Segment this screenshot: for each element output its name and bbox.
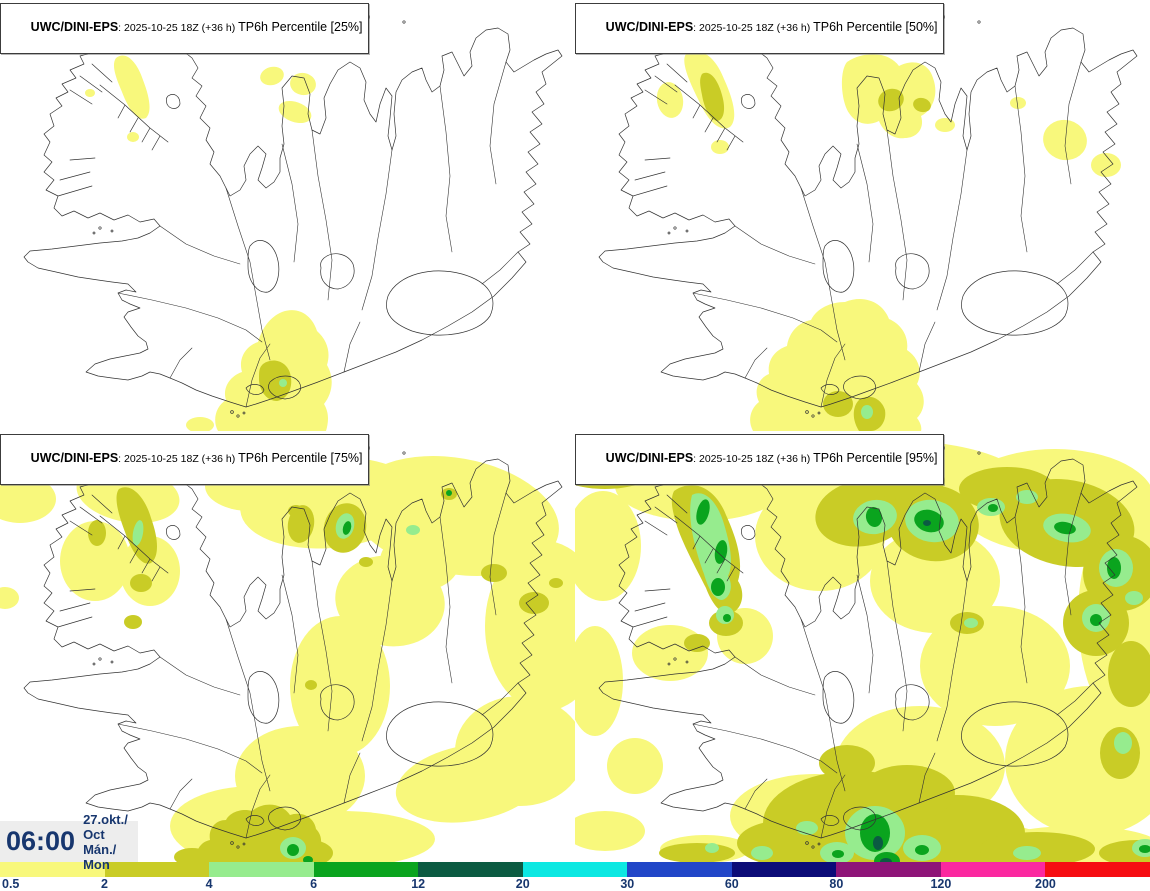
model-name: UWC/DINI-EPS (605, 20, 694, 34)
colorbar-tick-label: 200 (1035, 877, 1056, 891)
colorbar-segment (731, 862, 837, 877)
colorbar-segment (940, 862, 1046, 877)
model-name: UWC/DINI-EPS (30, 20, 119, 34)
colorbar-tick-label: 6 (310, 877, 318, 891)
valid-time-box: 06:00 27.okt./ Oct Mán./ Mon (0, 812, 138, 872)
colorbar-segment (1045, 862, 1150, 877)
colorbar-tick-label: 60 (724, 877, 739, 891)
colorbar-segment (836, 862, 941, 877)
colorbar-segment (104, 862, 210, 877)
colorbar-tick-label: 80 (829, 877, 844, 891)
param-title: TP6h Percentile [50%] (813, 20, 938, 34)
colorbar-segment (0, 862, 105, 877)
colorbar-segment (313, 862, 419, 877)
param-title: TP6h Percentile [25%] (238, 20, 363, 34)
colorbar-tick-label: 4 (205, 877, 213, 891)
panel-title-box: UWC/DINI-EPS: 2025-10-25 18Z (+36 h) TP6… (575, 434, 944, 485)
panel-tp6h-p95: UWC/DINI-EPS: 2025-10-25 18Z (+36 h) TP6… (575, 431, 1150, 862)
param-title: TP6h Percentile [95%] (813, 451, 938, 465)
colorbar-tick-label: 2 (101, 877, 109, 891)
valid-date: 27.okt./ Oct (83, 811, 128, 842)
panel-tp6h-p50: UWC/DINI-EPS: 2025-10-25 18Z (+36 h) TP6… (575, 0, 1150, 431)
colorbar-tick-label: 120 (930, 877, 952, 891)
iceland-map-p50 (575, 0, 1150, 431)
colorbar: 0.5 2 4 6 12 20 30 60 80 120 200 (0, 862, 1150, 891)
valid-time: 06:00 (6, 826, 76, 856)
iceland-map-p75 (0, 431, 575, 862)
iceland-map-p25 (0, 0, 575, 431)
panel-title-box: UWC/DINI-EPS: 2025-10-25 18Z (+36 h) TP6… (575, 3, 944, 54)
colorbar-segment (418, 862, 523, 877)
run-info: : 2025-10-25 18Z (+36 h) (118, 22, 239, 34)
model-name: UWC/DINI-EPS (30, 451, 119, 465)
colorbar-tick-label: 0.5 (2, 877, 20, 891)
colorbar-segments (0, 862, 1150, 877)
run-info: : 2025-10-25 18Z (+36 h) (693, 453, 814, 465)
param-title: TP6h Percentile [75%] (238, 451, 363, 465)
colorbar-tick-label: 12 (411, 877, 426, 891)
panel-tp6h-p75: UWC/DINI-EPS: 2025-10-25 18Z (+36 h) TP6… (0, 431, 575, 862)
run-info: : 2025-10-25 18Z (+36 h) (693, 22, 814, 34)
colorbar-tick-label: 30 (620, 877, 635, 891)
iceland-map-p95 (575, 431, 1150, 862)
panel-grid: UWC/DINI-EPS: 2025-10-25 18Z (+36 h) TP6… (0, 0, 1150, 862)
valid-day: Mán./ Mon (83, 841, 117, 872)
colorbar-tick-label: 20 (515, 877, 530, 891)
model-name: UWC/DINI-EPS (605, 451, 694, 465)
valid-date-day: 27.okt./ Oct Mán./ Mon (83, 812, 132, 872)
run-info: : 2025-10-25 18Z (+36 h) (118, 453, 239, 465)
colorbar-segment (522, 862, 628, 877)
colorbar-ticks: 0.5 2 4 6 12 20 30 60 80 120 200 (0, 877, 1150, 891)
colorbar-segment (209, 862, 314, 877)
panel-tp6h-p25: UWC/DINI-EPS: 2025-10-25 18Z (+36 h) TP6… (0, 0, 575, 431)
panel-title-box: UWC/DINI-EPS: 2025-10-25 18Z (+36 h) TP6… (0, 434, 369, 485)
colorbar-segment (627, 862, 732, 877)
panel-title-box: UWC/DINI-EPS: 2025-10-25 18Z (+36 h) TP6… (0, 3, 369, 54)
